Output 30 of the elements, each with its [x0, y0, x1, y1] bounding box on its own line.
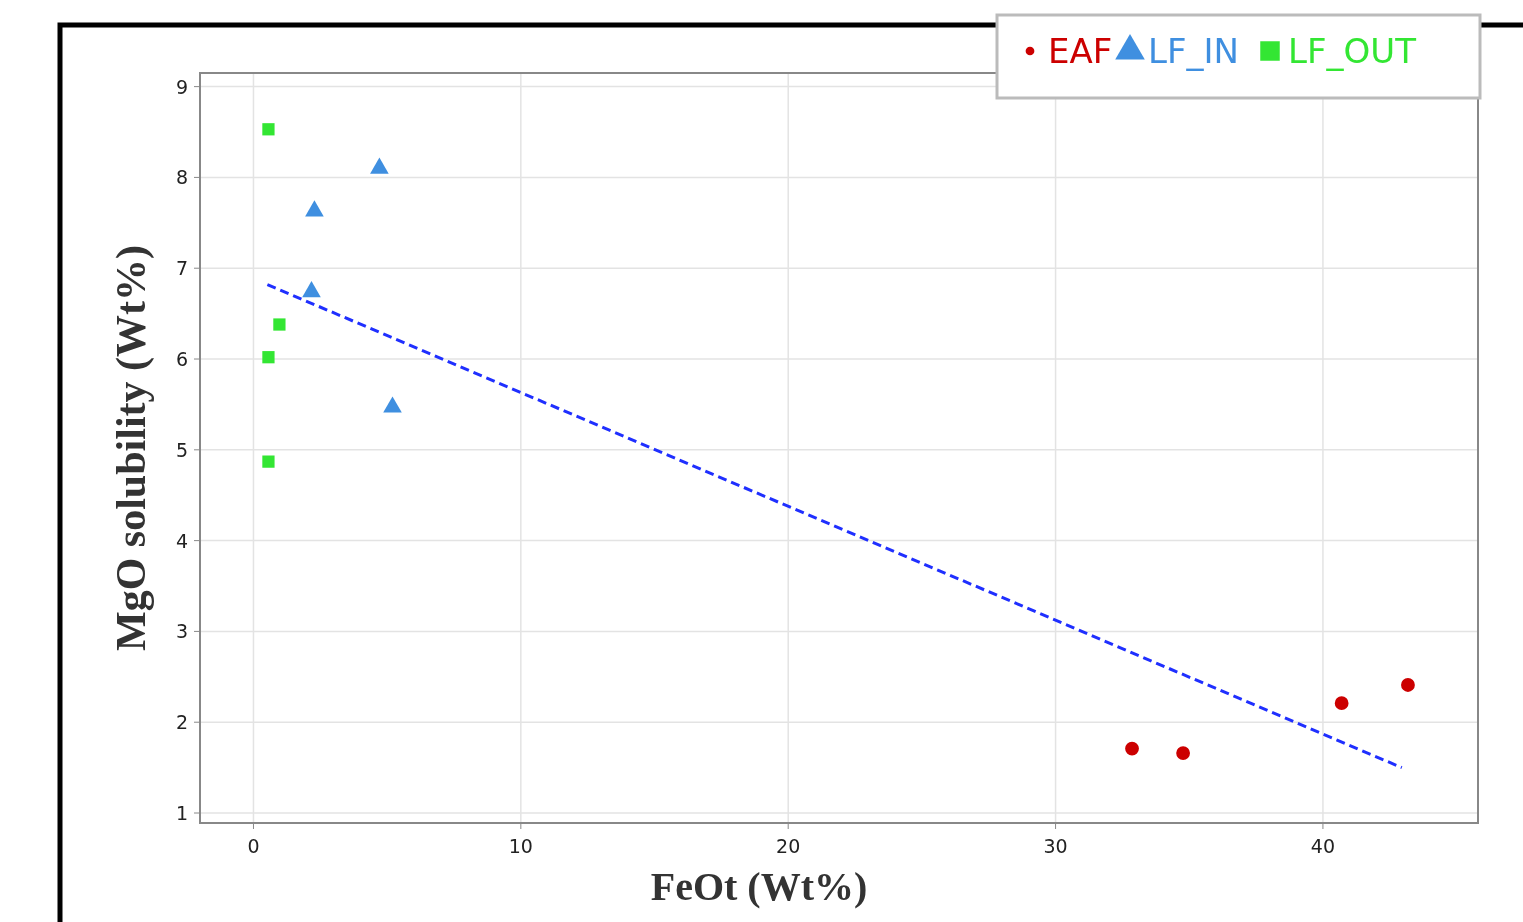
- legend-label: EAF: [1048, 31, 1113, 71]
- point: [383, 396, 402, 413]
- x-tick-label: 10: [508, 835, 533, 857]
- y-tick-label: 9: [175, 75, 188, 98]
- point: [1401, 678, 1415, 692]
- x-tick-label: 40: [1310, 835, 1336, 857]
- x-tick-label: 30: [1043, 835, 1068, 857]
- y-axis-title: MgO solubility (Wt%): [108, 245, 155, 651]
- y-tick-label: 8: [175, 166, 188, 189]
- point: [1125, 741, 1139, 756]
- x-tick-label: 20: [776, 835, 801, 857]
- point: [302, 281, 321, 298]
- y-tick-label: 3: [175, 620, 188, 643]
- y-tick-label: 4: [175, 529, 188, 552]
- legend-label: LF_OUT: [1288, 31, 1417, 71]
- point: [1176, 746, 1191, 760]
- y-tick-label: 5: [175, 438, 188, 461]
- point: [273, 318, 286, 331]
- point: [370, 157, 389, 174]
- y-tick-label: 2: [175, 711, 188, 734]
- y-tick-label: 6: [175, 348, 188, 371]
- point: [262, 351, 275, 364]
- point: [262, 455, 275, 468]
- point: [305, 200, 324, 217]
- y-tick-label: 1: [175, 802, 188, 825]
- x-tick-label: 0: [247, 835, 260, 857]
- x-axis-title: FeOt (Wt%): [650, 864, 868, 909]
- y-tick-label: 7: [175, 257, 188, 280]
- legend-label: LF_IN: [1148, 31, 1239, 71]
- point: [1334, 696, 1349, 711]
